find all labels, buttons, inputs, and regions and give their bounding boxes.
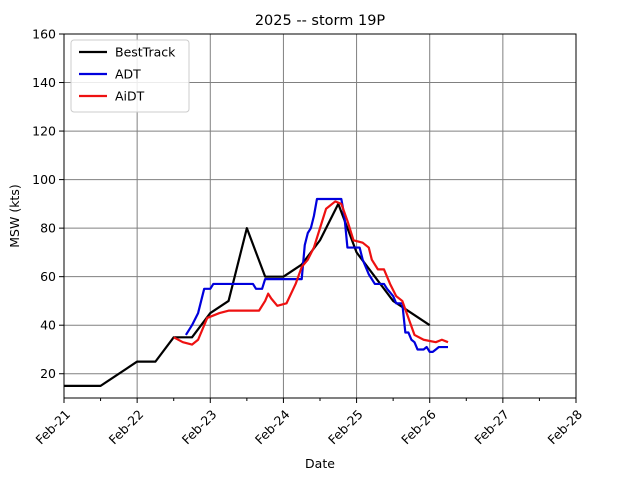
legend-label: BestTrack (115, 45, 176, 60)
chart-title: 2025 -- storm 19P (255, 13, 386, 29)
y-tick-label: 140 (32, 75, 56, 90)
series-lines (64, 197, 449, 387)
y-tick-label: 80 (40, 221, 56, 236)
y-tick-label: 160 (32, 27, 56, 42)
series-line-adt (184, 197, 448, 353)
y-tick-label: 100 (32, 172, 56, 187)
y-tick-label: 120 (32, 124, 56, 139)
legend-label: AiDT (115, 89, 145, 104)
series-line-besttrack (64, 202, 431, 387)
y-tick-label: 20 (40, 366, 56, 381)
series-line-aidt (173, 200, 449, 346)
legend-label: ADT (115, 67, 141, 82)
legend: BestTrack ADT AiDT (70, 39, 190, 113)
y-tick-label: 40 (40, 318, 56, 333)
x-axis-label: Date (305, 456, 335, 471)
y-axis-label: MSW (kts) (7, 184, 22, 247)
y-tick-label: 60 (40, 269, 56, 284)
legend-box (70, 39, 190, 113)
